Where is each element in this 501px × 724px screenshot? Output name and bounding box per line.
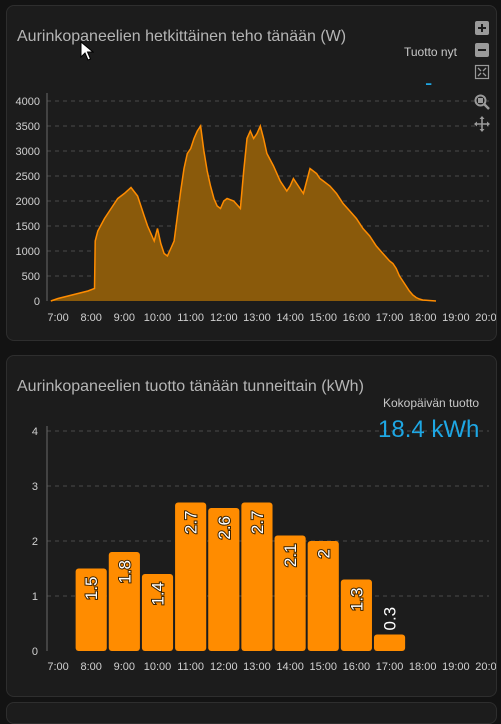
y-tick-label: 4: [32, 426, 38, 438]
power-card: 0 500 1000 1500 2000 2500 3000 3500 4000 7:00 8:00…: [6, 5, 497, 341]
x-tick-label: 10:00: [144, 661, 172, 673]
y-tick-label: 1: [32, 591, 38, 603]
bar: [175, 502, 207, 651]
x-tick-label: 12:00: [210, 312, 238, 324]
bar-value-label: 1.4: [149, 582, 168, 606]
bar-value-label: 2.7: [182, 511, 201, 535]
zoom-out-icon[interactable]: [474, 42, 490, 58]
x-tick-label: 14:00: [276, 312, 304, 324]
bar-value-label: 1.5: [82, 577, 101, 601]
bar-value-label: 1.8: [115, 560, 134, 584]
daily-total-label: Kokopäivän tuotto: [383, 396, 480, 410]
zoom-select-icon[interactable]: [474, 94, 490, 110]
x-tick-label: 19:00: [442, 661, 470, 673]
mouse-cursor-icon: [80, 41, 94, 61]
bar-value-label: 2: [314, 549, 333, 558]
power-line: [50, 123, 437, 302]
x-tick-label: 17:00: [376, 661, 404, 673]
bar: [373, 634, 406, 651]
current-output-value: -: [425, 70, 433, 95]
x-tick-label: 20:00: [475, 661, 496, 673]
x-tick-label: 18:00: [409, 312, 437, 324]
bar: [241, 502, 273, 651]
power-chart-title: Aurinkopaneelien hetkittäinen teho tänää…: [17, 28, 347, 45]
x-tick-label: 12:00: [210, 661, 238, 673]
bar-value-label: 2.6: [215, 516, 234, 540]
daily-total-value: 18.4 kWh: [378, 416, 480, 443]
y-tick-label: 3500: [16, 121, 40, 133]
y-tick-label: 2500: [16, 171, 40, 183]
y-tick-label: 0: [32, 646, 38, 658]
x-tick-label: 11:00: [177, 312, 204, 324]
energy-chart-title: Aurinkopaneelien tuotto tänään tunneitta…: [17, 378, 364, 395]
x-tick-label: 19:00: [442, 312, 470, 324]
x-tick-label: 10:00: [144, 312, 172, 324]
pan-icon[interactable]: [474, 116, 490, 132]
x-tick-label: 8:00: [80, 661, 101, 673]
bar: [108, 552, 140, 651]
y-tick-label: 3000: [16, 146, 40, 158]
x-tick-label: 14:00: [276, 661, 304, 673]
current-output-label: Tuotto nyt: [404, 45, 457, 59]
x-tick-label: 15:00: [309, 312, 337, 324]
y-tick-label: 500: [22, 271, 40, 283]
bar: [141, 574, 174, 651]
next-card: [6, 702, 497, 724]
bar-value-label: 2.7: [248, 511, 267, 535]
x-tick-label: 11:00: [177, 661, 204, 673]
x-tick-label: 13:00: [243, 661, 271, 673]
energy-chart[interactable]: 0 1 2 3 4 1.5 1.8 1.4 2.7 2.6 2.7 2.1 2 1.3 0.3 7:00 8:0…: [7, 356, 496, 696]
x-tick-label: 9:00: [114, 312, 135, 324]
bar: [208, 508, 240, 651]
y-tick-label: 2000: [16, 196, 40, 208]
bar: [340, 579, 372, 651]
y-tick-label: 1000: [16, 246, 40, 258]
x-tick-label: 16:00: [343, 312, 371, 324]
x-tick-label: 18:00: [409, 661, 437, 673]
x-tick-label: 13:00: [243, 312, 271, 324]
bar-value-label: 2.1: [281, 544, 300, 568]
x-tick-label: 9:00: [114, 661, 135, 673]
x-tick-label: 7:00: [47, 312, 68, 324]
y-tick-label: 2: [32, 536, 38, 548]
y-tick-label: 0: [34, 296, 40, 308]
energy-card: 0 1 2 3 4 1.5 1.8 1.4 2.7 2.6 2.7 2.1 2 1.3 0.3 7:00 8:0…: [6, 355, 497, 697]
bar-value-label: 1.3: [347, 588, 366, 612]
y-tick-label: 1500: [16, 221, 40, 233]
bar: [274, 535, 306, 651]
bar: [75, 568, 107, 651]
zoom-in-icon[interactable]: [474, 20, 490, 36]
x-tick-label: 17:00: [376, 312, 404, 324]
x-tick-label: 7:00: [47, 661, 68, 673]
x-tick-label: 8:00: [80, 312, 101, 324]
power-chart[interactable]: 0 500 1000 1500 2000 2500 3000 3500 4000 7:00 8:00…: [7, 6, 496, 340]
reset-zoom-icon[interactable]: [474, 64, 490, 80]
x-tick-label: 16:00: [343, 661, 371, 673]
bar-value-label: 0.3: [381, 607, 400, 631]
x-tick-label: 20:00: [475, 312, 496, 324]
x-tick-label: 15:00: [309, 661, 337, 673]
y-tick-label: 4000: [16, 96, 40, 108]
y-tick-label: 3: [32, 481, 38, 493]
power-area: [50, 126, 437, 301]
bar: [307, 541, 339, 651]
